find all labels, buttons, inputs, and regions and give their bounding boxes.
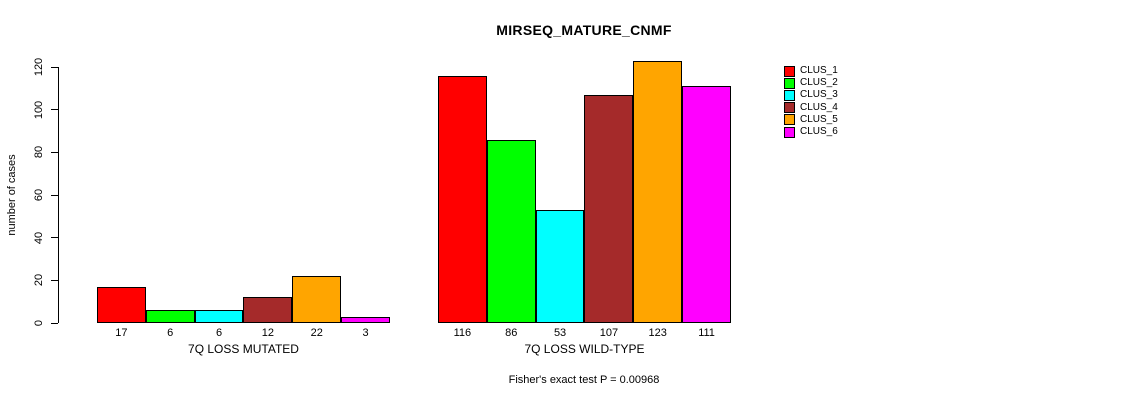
bar-value-label: 12: [261, 327, 275, 339]
legend-item-clus_3: CLUS_3: [784, 89, 838, 101]
y-axis-tick-label: 40: [33, 231, 45, 244]
legend-item-clus_5: CLUS_5: [784, 114, 838, 126]
bar-clus_2-group1: [145, 310, 195, 323]
bar-value-label: 3: [362, 327, 369, 339]
legend-label: CLUS_3: [800, 89, 838, 101]
group-label: 7Q LOSS WILD-TYPE: [524, 342, 645, 356]
bar-clus_3-group2: [535, 209, 585, 323]
y-axis-tick: [51, 109, 58, 111]
bar-clus_6-group1: [341, 316, 390, 323]
y-axis-tick: [51, 66, 58, 68]
legend-swatch: [784, 77, 795, 89]
bar-clus_5-group2: [633, 60, 683, 323]
y-axis-label: number of cases: [6, 154, 18, 236]
y-axis-tick: [51, 322, 58, 324]
legend-swatch: [784, 126, 795, 138]
bar-value-label: 6: [167, 327, 174, 339]
legend-label: CLUS_2: [800, 77, 838, 89]
fisher-test-annotation: Fisher's exact test P = 0.00968: [508, 374, 660, 386]
bar-value-label: 86: [505, 327, 518, 339]
bar-clus_6-group2: [682, 86, 731, 323]
y-axis-tick-label: 120: [33, 57, 45, 77]
legend-item-clus_6: CLUS_6: [784, 126, 838, 138]
y-axis-tick-label: 60: [33, 188, 45, 202]
y-axis-tick-label: 80: [33, 146, 45, 159]
legend-label: CLUS_6: [800, 126, 838, 138]
legend-label: CLUS_5: [800, 113, 838, 125]
y-axis-tick: [51, 194, 58, 196]
y-axis-tick: [51, 151, 58, 153]
bar-value-label: 6: [216, 327, 223, 339]
y-axis-tick: [51, 279, 58, 281]
bar-value-label: 123: [648, 327, 667, 339]
y-axis-tick-label: 0: [33, 319, 45, 327]
legend: CLUS_1 CLUS_2 CLUS_3 CLUS_4 CLUS_5 CLUS_6: [784, 65, 838, 138]
chart-title: MIRSEQ_MATURE_CNMF: [496, 22, 672, 38]
bar-clus_4-group2: [584, 94, 634, 323]
y-axis-tick-label: 20: [33, 274, 45, 287]
bar-clus_1-group2: [438, 75, 487, 323]
legend-label: CLUS_4: [800, 101, 838, 113]
bar-clus_1-group1: [97, 286, 146, 323]
bar-clus_3-group1: [194, 310, 244, 323]
legend-swatch: [784, 102, 795, 114]
bar-value-label: 111: [698, 327, 715, 339]
bar-value-label: 107: [599, 327, 619, 339]
bar-value-label: 17: [115, 327, 128, 339]
bar-value-label: 116: [453, 327, 472, 339]
legend-swatch: [784, 114, 795, 126]
y-axis-tick: [51, 237, 58, 239]
legend-item-clus_4: CLUS_4: [784, 102, 838, 114]
bar-value-label: 22: [310, 327, 323, 339]
bar-value-label: 53: [553, 327, 567, 339]
legend-item-clus_1: CLUS_1: [784, 65, 838, 77]
group-label: 7Q LOSS MUTATED: [188, 342, 299, 356]
legend-label: CLUS_1: [800, 65, 838, 77]
y-axis: [58, 67, 59, 323]
legend-item-clus_2: CLUS_2: [784, 77, 838, 89]
legend-swatch: [784, 65, 795, 77]
bar-clus_4-group1: [243, 297, 293, 323]
bar-clus_5-group1: [292, 276, 342, 323]
legend-swatch: [784, 89, 795, 101]
y-axis-tick-label: 100: [33, 100, 45, 119]
bar-clus_2-group2: [486, 139, 536, 323]
